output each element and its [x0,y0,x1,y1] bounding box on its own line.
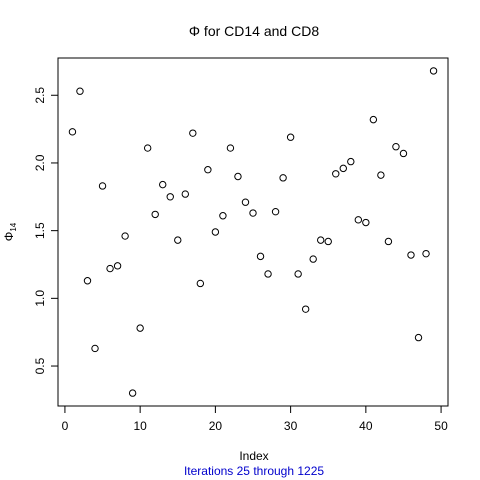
plot-frame [57,57,449,407]
y-tick-label: 1.5 [33,222,47,239]
data-point [226,144,235,152]
data-point [429,67,438,75]
data-point [271,207,280,216]
y-axis-label: Φ14 [2,222,18,241]
data-point [151,210,159,219]
data-point [106,264,114,273]
x-axis-label: Index [239,449,268,463]
data-point [159,180,167,189]
data-point [136,324,144,332]
data-point [347,157,355,166]
data-point [354,216,363,224]
data-point [422,249,430,258]
data-point [121,232,129,240]
data-point [256,252,265,261]
data-point [83,277,92,285]
data-point [369,115,378,124]
data-point [98,182,107,190]
data-point [166,193,174,201]
data-point [181,190,189,198]
data-point [324,237,332,246]
data-point [91,344,99,353]
x-tick-label: 50 [434,419,448,433]
svg-text:Φ14: Φ14 [2,222,18,241]
y-axis-label-sub: 14 [9,222,18,231]
data-point [128,389,137,397]
x-axis: 0 10 20 30 40 50 [62,405,448,433]
y-axis-label-main: Φ [2,232,16,242]
data-point [113,262,122,270]
data-point [392,143,400,151]
data-point [362,218,370,227]
data-point [407,251,415,259]
x-tick-label: 20 [209,419,223,433]
data-point [309,255,317,263]
data-point [414,333,423,342]
data-point [301,305,310,313]
data-point [189,129,197,137]
data-point [377,171,385,179]
data-point [76,87,84,95]
data-point [68,128,77,136]
data-point [204,166,212,174]
data-point [241,198,250,206]
data-point [174,236,182,244]
y-axis: 0.5 1.0 1.5 2.0 2.5 [33,87,59,374]
data-point [143,144,152,152]
data-point [399,149,408,158]
x-tick-label: 40 [359,419,373,433]
x-tick-label: 0 [62,419,69,433]
data-point [286,133,295,141]
data-point [196,279,205,288]
chart-subtitle: Iterations 25 through 1225 [184,464,324,478]
data-point [279,174,287,182]
data-point [332,170,340,178]
x-tick-label: 30 [284,419,298,433]
data-point [264,270,272,278]
y-tick-label: 1.0 [33,290,47,307]
data-point [211,228,220,236]
chart-title: Φ for CD14 and CD8 [189,23,319,39]
data-point [339,164,347,173]
data-points [68,67,438,397]
y-tick-label: 2.0 [33,154,47,171]
data-point [384,237,393,246]
data-point [219,212,227,220]
data-point [249,209,257,217]
x-tick-label: 10 [133,419,147,433]
data-point [317,236,325,244]
y-tick-label: 0.5 [33,357,47,374]
data-point [294,270,302,278]
y-tick-label: 2.5 [33,87,47,104]
data-point [234,172,242,181]
